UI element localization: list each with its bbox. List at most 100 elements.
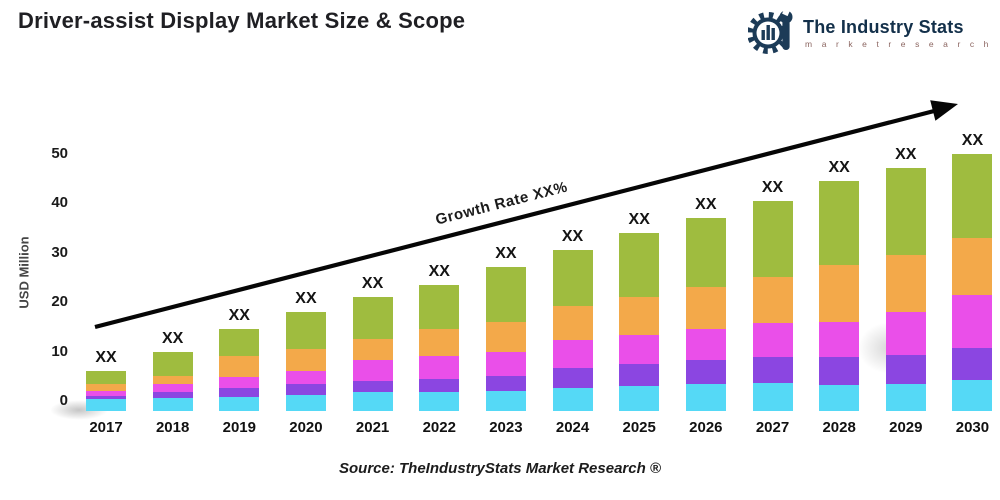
- x-axis-year-label: 2020: [289, 419, 323, 436]
- bar-segment-segment-purple: [952, 347, 993, 381]
- bar-segment-segment-orange: [685, 287, 726, 329]
- bar-segment-segment-green: [685, 217, 726, 288]
- bar-segment-segment-green: [752, 200, 793, 278]
- bar-segment-segment-purple: [285, 384, 326, 396]
- bar-segment-segment-magenta: [552, 339, 593, 369]
- bar-segment-segment-orange: [952, 237, 993, 295]
- bar-value-label: XX: [961, 131, 984, 149]
- y-tick-label: 30: [51, 243, 68, 261]
- bar-segment-segment-magenta: [152, 384, 193, 392]
- bar-segment-segment-magenta: [485, 352, 526, 377]
- bar-segment-segment-purple: [619, 364, 660, 387]
- bar-segment-segment-orange: [219, 356, 260, 377]
- bar-segment-segment-purple: [885, 354, 926, 384]
- y-tick-label: 50: [51, 144, 68, 162]
- bar-segment-segment-green: [885, 168, 926, 255]
- bar-segment-segment-cyan: [352, 392, 393, 411]
- gear-wrench-chart-icon: [747, 5, 798, 62]
- bar-segment-segment-purple: [419, 379, 460, 393]
- bar-value-label: XX: [828, 158, 850, 176]
- bar-segment-segment-green: [86, 371, 126, 384]
- bar-segment-segment-cyan: [485, 391, 526, 411]
- x-axis-year-label: 2021: [355, 419, 390, 436]
- bar-segment-segment-magenta: [285, 371, 326, 385]
- bar-segment-segment-cyan: [685, 384, 726, 411]
- brand-name: The Industry Stats: [803, 17, 964, 38]
- bar-segment-segment-orange: [819, 264, 860, 322]
- bar-segment-segment-orange: [352, 339, 393, 361]
- bar-segment-segment-magenta: [952, 294, 993, 348]
- bar-segment-segment-magenta: [219, 376, 260, 388]
- bar-segment-segment-magenta: [819, 321, 860, 358]
- bar-segment-segment-purple: [152, 391, 193, 399]
- x-axis-year-label: 2017: [89, 419, 123, 436]
- bar-value-label: XX: [161, 329, 184, 347]
- x-axis-year-label: 2023: [489, 419, 523, 436]
- bar-segment-segment-cyan: [86, 399, 126, 411]
- bar-segment-segment-orange: [619, 297, 660, 335]
- bar-segment-segment-purple: [819, 357, 860, 386]
- bar-segment-segment-purple: [685, 359, 726, 385]
- bar-segment-segment-magenta: [685, 328, 726, 360]
- bar-segment-segment-magenta: [885, 311, 926, 355]
- bar-segment-segment-cyan: [752, 383, 793, 411]
- x-axis-year-label: 2018: [155, 419, 190, 436]
- bar-value-label: XX: [428, 262, 450, 280]
- bar-segment-segment-purple: [219, 387, 260, 397]
- bar-value-label: XX: [895, 146, 917, 164]
- bar-segment-segment-purple: [752, 357, 793, 384]
- bar-segment-segment-cyan: [885, 383, 926, 411]
- bar-segment-segment-orange: [485, 321, 526, 353]
- bar-segment-segment-orange: [752, 277, 793, 323]
- bar-segment-segment-green: [152, 351, 193, 376]
- bar-segment-segment-orange: [152, 375, 193, 385]
- bar-segment-segment-green: [219, 329, 260, 357]
- bar-segment-segment-cyan: [552, 388, 593, 411]
- page-title: Driver-assist Display Market Size & Scop…: [18, 8, 466, 33]
- bar-segment-segment-magenta: [752, 322, 793, 358]
- brand-tagline: m a r k e t r e s e a r c h: [805, 38, 992, 49]
- bar-segment-segment-magenta: [619, 334, 660, 365]
- bar-segment-segment-orange: [552, 306, 593, 340]
- bar-segment-segment-orange: [419, 329, 460, 357]
- bar-segment-segment-orange: [285, 349, 326, 372]
- x-axis-year-label: 2024: [555, 419, 590, 436]
- y-tick-label: 10: [51, 342, 68, 360]
- x-axis-year-label: 2022: [422, 419, 456, 436]
- bar-segment-segment-green: [485, 267, 526, 322]
- x-axis-year-label: 2025: [622, 419, 656, 436]
- bar-segment-segment-cyan: [285, 395, 326, 411]
- y-tick-label: 0: [59, 392, 68, 409]
- bar-segment-segment-green: [285, 311, 326, 350]
- y-tick-label: 20: [51, 293, 68, 310]
- bar-value-label: XX: [561, 228, 584, 246]
- bar-segment-segment-magenta: [419, 356, 460, 380]
- x-axis-year-label: 2029: [889, 419, 923, 436]
- bar-segment-segment-green: [952, 153, 993, 238]
- bar-segment-segment-cyan: [152, 398, 193, 411]
- bar-segment-segment-cyan: [952, 380, 993, 411]
- bar-value-label: XX: [495, 245, 517, 263]
- bar-value-label: XX: [295, 289, 317, 307]
- bar-segment-segment-purple: [352, 381, 393, 393]
- bar-segment-segment-green: [552, 250, 593, 307]
- x-axis-year-label: 2026: [689, 419, 723, 436]
- bar-segment-segment-green: [419, 284, 460, 330]
- bar-value-label: XX: [695, 195, 717, 213]
- bar-segment-segment-green: [352, 297, 393, 340]
- bar-value-label: XX: [228, 307, 250, 325]
- bar-segment-segment-purple: [552, 368, 593, 389]
- bar-value-label: XX: [628, 210, 650, 228]
- bar-segment-segment-purple: [485, 376, 526, 392]
- bar-segment-segment-cyan: [619, 386, 660, 411]
- bar-segment-segment-magenta: [352, 360, 393, 382]
- bar-segment-segment-cyan: [819, 385, 860, 411]
- bar-value-label: XX: [361, 275, 384, 293]
- bar-segment-segment-cyan: [419, 392, 460, 411]
- bar-value-label: XX: [761, 178, 784, 196]
- bar-segment-segment-magenta: [86, 391, 126, 396]
- bar-segment-segment-purple: [86, 395, 126, 399]
- brand-logo: The Industry Stats m a r k e t r e s e a…: [747, 5, 992, 62]
- x-axis-year-label: 2019: [222, 419, 256, 436]
